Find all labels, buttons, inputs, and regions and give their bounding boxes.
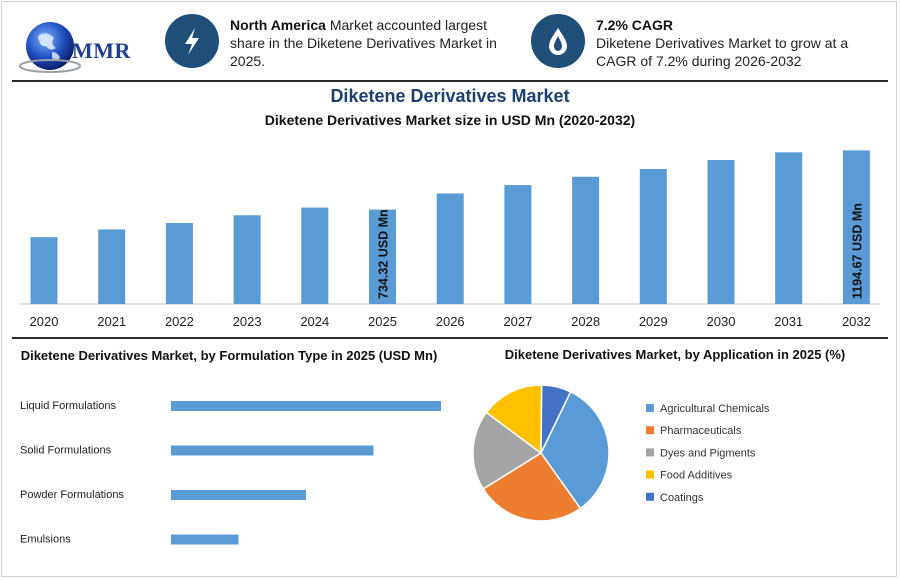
category-label: Emulsions	[20, 534, 71, 546]
bar-2023	[233, 215, 261, 304]
x-tick-label: 2024	[300, 314, 329, 329]
x-tick-label: 2031	[774, 314, 803, 329]
x-tick-label: 2030	[707, 314, 736, 329]
legend-label: Coatings	[660, 492, 704, 504]
x-tick-label: 2020	[30, 314, 59, 329]
x-tick-label: 2028	[571, 314, 600, 329]
pie-slice-dyes-and-pigments	[472, 411, 543, 490]
category-label: Powder Formulations	[20, 489, 124, 501]
kpi-highlight: North America	[230, 17, 326, 33]
formulation-chart-title: Diketene Derivatives Market, by Formulat…	[20, 348, 438, 363]
data-label: 1194.67 USD Mn	[850, 203, 864, 299]
bar-2031	[775, 152, 803, 304]
lightning-icon	[185, 28, 199, 55]
category-label: Solid Formulations	[20, 445, 112, 457]
bar-2029	[639, 169, 667, 304]
bar-2032	[842, 150, 870, 304]
bar-chart-title: Diketene Derivatives Market size in USD …	[264, 112, 636, 128]
legend-swatch	[646, 470, 654, 479]
pie-slice-pharmaceuticals	[482, 451, 582, 522]
legend-swatch	[646, 404, 654, 412]
bar-2021	[98, 229, 126, 304]
x-tick-label: 2023	[233, 314, 262, 329]
x-tick-label: 2029	[639, 314, 668, 329]
bar-2020	[30, 237, 58, 304]
legend-swatch	[646, 448, 654, 457]
category-label: Liquid Formulations	[20, 400, 116, 412]
pie-slice-food-additives	[485, 384, 543, 455]
pie-slice-coatings	[540, 384, 572, 454]
legend-label: Food Additives	[660, 470, 733, 482]
logo	[18, 14, 138, 78]
bar-2022	[165, 223, 193, 304]
header-divider	[12, 80, 888, 82]
bar-2027	[504, 185, 532, 304]
legend-label: Pharmaceuticals	[660, 425, 742, 437]
legend-swatch	[646, 492, 654, 501]
legend-swatch	[646, 426, 654, 435]
x-tick-label: 2025	[368, 314, 397, 329]
kpi-description: Diketene Derivatives Market to grow at a…	[596, 35, 849, 69]
kpi-droplet-badge	[531, 14, 585, 68]
hbar-solid-formulations	[171, 445, 374, 456]
bar-2028	[572, 176, 600, 304]
section-divider	[12, 337, 888, 339]
kpi-cagr: 7.2% CAGR Diketene Derivatives Market to…	[596, 16, 886, 70]
hbar-powder-formulations	[171, 490, 306, 500]
bar-2024	[301, 207, 329, 304]
application-pie-chart: Agricultural Chemicals Pharmaceuticals Dye…	[472, 384, 770, 522]
x-tick-label: 2026	[436, 314, 465, 329]
droplet-icon	[549, 28, 567, 55]
logo-text: MMR	[72, 38, 131, 63]
x-tick-label: 2027	[503, 314, 532, 329]
bar-2030	[707, 160, 735, 304]
x-tick-label: 2032	[842, 314, 871, 329]
kpi-highlight: 7.2% CAGR	[596, 17, 674, 33]
kpi-lightning-badge	[165, 14, 219, 68]
x-tick-label: 2022	[165, 314, 194, 329]
page-title: Diketene Derivatives Market	[330, 86, 570, 106]
kpi-north-america: North America Market accounted largest s…	[230, 16, 502, 70]
hbar-emulsions	[171, 534, 239, 545]
bar-2026	[436, 193, 464, 304]
bar-2025	[369, 209, 396, 304]
data-label: 734.32 USD Mn	[377, 209, 391, 299]
legend-label: Dyes and Pigments	[660, 447, 756, 459]
globe-icon	[19, 22, 81, 73]
formulation-bar-chart: Liquid Formulations Solid Formulations Pow…	[20, 400, 441, 546]
market-size-bar-chart: 2020 2021 2022 2023 2024 2025 734.32 USD Mn 202…	[20, 150, 880, 329]
legend-label: Agricultural Chemicals	[660, 403, 770, 415]
pie-slice-agricultural-chemicals	[540, 390, 610, 510]
x-tick-label: 2021	[97, 314, 126, 329]
hbar-liquid-formulations	[171, 401, 441, 411]
kpi-description: Market accounted largest share in the Di…	[230, 17, 497, 69]
application-chart-title: Diketene Derivatives Market, by Applicat…	[504, 347, 846, 362]
